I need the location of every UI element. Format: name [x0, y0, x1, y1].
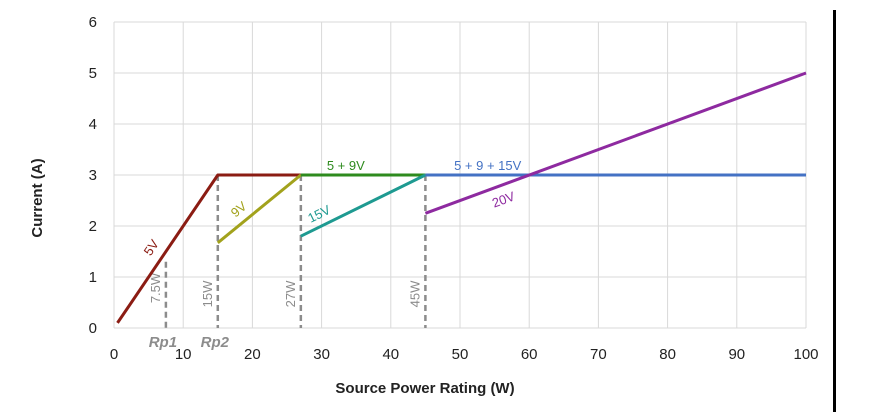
- series-label: 5 + 9V: [327, 158, 365, 173]
- y-tick-label: 1: [89, 269, 97, 286]
- y-axis-title: Current (A): [29, 158, 46, 237]
- x-tick-label: 100: [793, 346, 818, 363]
- y-tick-label: 5: [89, 65, 97, 82]
- power-marker-label: 15W: [200, 280, 215, 307]
- y-tick-label: 2: [89, 218, 97, 235]
- rp-label: Rp2: [201, 334, 230, 351]
- x-tick-label: 70: [590, 346, 607, 363]
- series-line-15v: [300, 173, 427, 238]
- x-tick-label: 90: [728, 346, 745, 363]
- series-label: 5V: [141, 236, 163, 258]
- series-line-5v: [116, 173, 301, 324]
- series-label: 20V: [490, 188, 517, 210]
- axis-ticks: 0 10 20 30 40 50 60 70 80 90 100 0 1 2 3 4 5 6: [89, 14, 819, 363]
- power-markers: 7.5W 15W 27W 45W Rp1 Rp2: [148, 175, 427, 351]
- right-border-line: [833, 10, 836, 412]
- y-tick-label: 3: [89, 167, 97, 184]
- series-label: 9V: [228, 198, 250, 220]
- x-tick-label: 0: [110, 346, 118, 363]
- x-tick-label: 10: [175, 346, 192, 363]
- power-marker-label: 7.5W: [148, 272, 163, 303]
- series-lines: [116, 71, 807, 324]
- rp-label: Rp1: [149, 334, 177, 351]
- x-tick-label: 30: [313, 346, 330, 363]
- x-tick-label: 50: [452, 346, 469, 363]
- y-tick-label: 6: [89, 14, 97, 31]
- x-tick-label: 20: [244, 346, 261, 363]
- series-line-9v: [216, 173, 302, 244]
- x-tick-label: 80: [659, 346, 676, 363]
- y-tick-label: 4: [89, 116, 97, 133]
- x-tick-label: 60: [521, 346, 538, 363]
- series-line-20v: [424, 71, 807, 215]
- power-marker-label: 27W: [283, 280, 298, 307]
- x-axis-title: Source Power Rating (W): [335, 380, 514, 397]
- x-tick-label: 40: [382, 346, 399, 363]
- power-marker-label: 45W: [407, 280, 422, 307]
- series-label: 5 + 9 + 15V: [454, 158, 522, 173]
- y-tick-label: 0: [89, 320, 97, 337]
